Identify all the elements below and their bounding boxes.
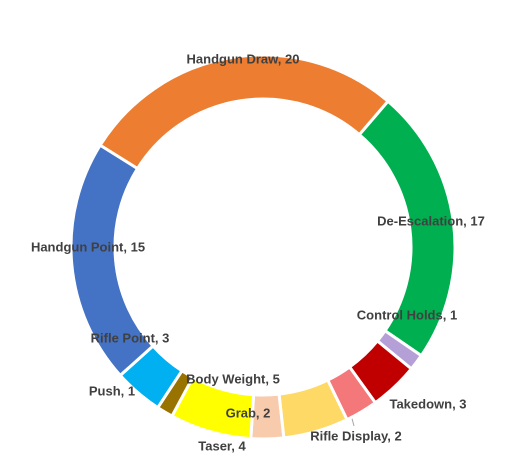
data-label: Control Holds, 1 — [357, 307, 457, 322]
data-label: Handgun Point, 15 — [31, 239, 145, 254]
data-label: Grab, 2 — [226, 405, 271, 420]
data-label: Takedown, 3 — [389, 396, 466, 411]
donut-slice — [69, 143, 156, 378]
donut-slice — [98, 53, 391, 171]
data-label: Rifle Point, 3 — [91, 330, 170, 345]
data-label: De-Escalation, 17 — [377, 213, 485, 228]
data-label: Taser, 4 — [198, 438, 246, 453]
data-label: Rifle Display, 2 — [310, 428, 402, 443]
data-label: Body Weight, 5 — [186, 371, 280, 386]
data-label: Handgun Draw, 20 — [187, 51, 300, 66]
data-label: Push, 1 — [89, 383, 135, 398]
